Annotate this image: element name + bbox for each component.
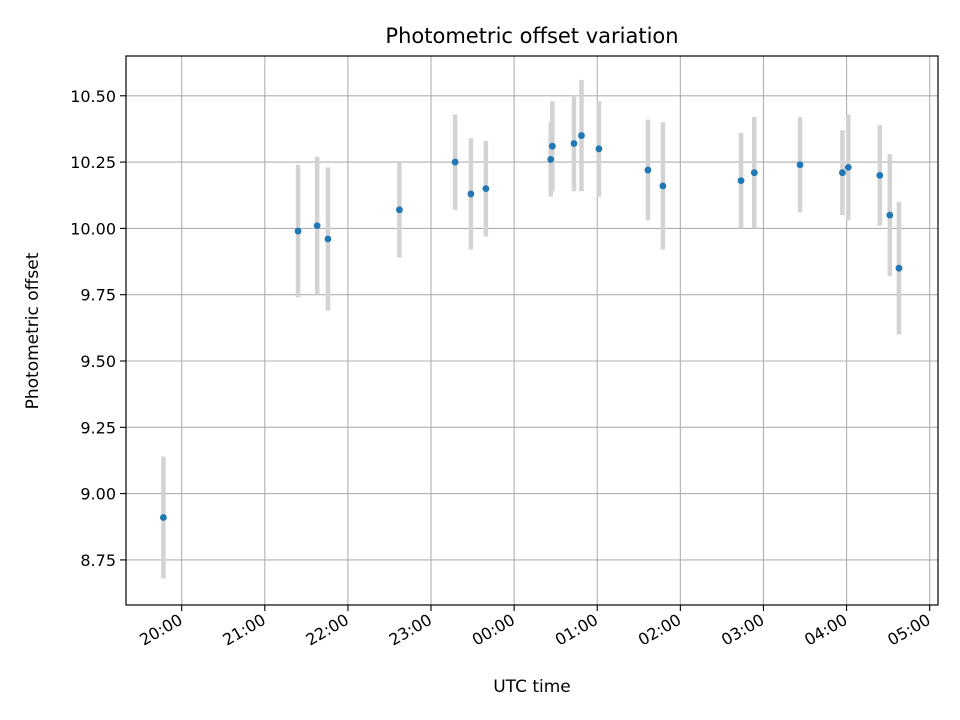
y-tick-label: 9.75	[80, 286, 116, 305]
data-point	[396, 206, 403, 214]
data-point	[578, 132, 585, 139]
y-axis-ticks: 8.75 9.00 9.25 9.50 9.75 10.00 10.25 10.50	[70, 87, 126, 570]
plot-frame	[125, 55, 939, 606]
data-point	[796, 161, 804, 169]
data-point	[895, 264, 903, 272]
data-point	[844, 163, 852, 171]
y-tick-label: 10.50	[70, 87, 116, 106]
y-axis-title: Photometric offset	[23, 252, 43, 409]
data-point	[886, 211, 894, 219]
data-point	[839, 169, 846, 177]
data-point	[595, 145, 603, 153]
data-point	[482, 185, 490, 193]
y-tick-label: 10.00	[70, 219, 116, 238]
data-point	[876, 171, 884, 179]
data-point	[547, 156, 555, 163]
x-axis-title: UTC time	[493, 677, 571, 697]
data-point	[548, 142, 556, 150]
chart-title: Photometric offset variation	[385, 24, 678, 48]
y-tick-label: 9.50	[80, 352, 116, 371]
y-tick-label: 8.75	[80, 551, 116, 570]
data-point	[570, 140, 578, 147]
data-point	[324, 235, 332, 243]
data-point	[294, 227, 302, 235]
data-point	[313, 222, 321, 230]
data-point	[659, 182, 667, 190]
data-point	[644, 166, 652, 174]
data-points	[160, 132, 903, 521]
data-point	[451, 158, 459, 166]
y-tick-label: 10.25	[70, 153, 116, 172]
data-point	[160, 514, 167, 521]
data-point	[750, 169, 758, 177]
y-tick-label: 9.00	[80, 485, 116, 504]
y-tick-label: 9.25	[80, 418, 116, 437]
data-point	[737, 177, 745, 185]
data-point	[467, 190, 475, 198]
